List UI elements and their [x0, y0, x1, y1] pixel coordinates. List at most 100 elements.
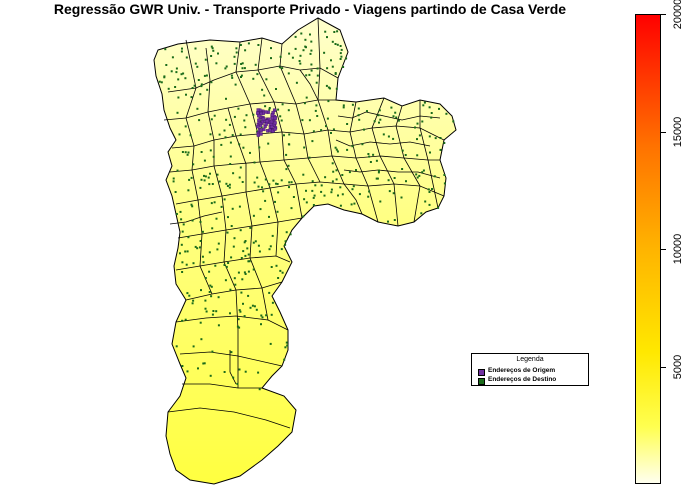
destination-point	[285, 341, 288, 344]
destination-point	[414, 126, 416, 129]
destination-point	[305, 96, 308, 99]
destination-point	[176, 111, 179, 114]
destination-point	[275, 182, 277, 185]
destination-point	[428, 135, 431, 138]
destination-point	[445, 112, 448, 115]
destination-point	[231, 134, 234, 137]
destination-point	[237, 271, 240, 274]
legend-label-destination: Endereços de Destino	[488, 376, 557, 383]
destination-point	[300, 32, 303, 35]
destination-point	[418, 134, 421, 137]
destination-point	[182, 223, 185, 226]
destination-point	[192, 262, 195, 265]
origin-point	[265, 119, 269, 123]
destination-point	[180, 73, 183, 76]
destination-point	[299, 62, 302, 65]
destination-point	[179, 252, 181, 255]
destination-point	[175, 213, 178, 215]
destination-point	[205, 310, 208, 313]
destination-point	[220, 143, 223, 146]
destination-point	[312, 196, 315, 199]
destination-point	[238, 309, 241, 312]
destination-point	[171, 56, 174, 59]
destination-point	[213, 114, 216, 117]
destination-point	[186, 370, 189, 373]
destination-point	[247, 294, 250, 297]
destination-point	[331, 40, 334, 43]
destination-point	[268, 107, 271, 109]
destination-point	[387, 179, 390, 182]
destination-point	[184, 318, 187, 321]
destination-point	[199, 246, 201, 249]
origin-point	[256, 125, 260, 129]
destination-point	[372, 153, 375, 156]
destination-point	[197, 79, 200, 81]
destination-point	[241, 62, 244, 65]
destination-point	[236, 382, 239, 385]
destination-point	[232, 376, 235, 379]
destination-point	[160, 81, 163, 84]
destination-point	[174, 86, 177, 88]
destination-point	[279, 115, 282, 118]
destination-point	[285, 153, 288, 156]
destination-point	[241, 278, 244, 281]
destination-point	[430, 112, 433, 114]
destination-point	[301, 119, 304, 122]
colorbar-tick	[661, 366, 666, 368]
destination-point	[185, 56, 188, 59]
destination-point	[373, 120, 376, 123]
origin-point	[268, 128, 272, 132]
origin-point	[256, 108, 260, 112]
destination-point	[174, 191, 177, 193]
destination-point	[185, 93, 187, 96]
destination-point	[225, 265, 228, 268]
destination-point	[305, 189, 307, 192]
destination-point	[387, 220, 389, 223]
chart-title: Regressão GWR Univ. - Transporte Privado…	[53, 1, 567, 17]
destination-point	[175, 345, 178, 348]
destination-point	[335, 87, 338, 90]
destination-point	[258, 250, 261, 253]
destination-point	[424, 200, 427, 203]
destination-point	[340, 48, 343, 51]
destination-point	[238, 176, 241, 179]
destination-point	[339, 58, 342, 60]
destination-point	[245, 114, 248, 117]
destination-point	[247, 260, 250, 263]
destination-point	[308, 156, 311, 159]
destination-point	[243, 119, 246, 122]
origin-point	[271, 129, 275, 133]
destination-point	[191, 87, 194, 89]
destination-point	[310, 49, 313, 52]
destination-point	[190, 176, 193, 179]
destination-point	[210, 295, 213, 298]
destination-point	[252, 214, 255, 217]
destination-point	[200, 338, 203, 341]
destination-point	[286, 344, 289, 347]
destination-point	[308, 119, 311, 122]
destination-point	[239, 229, 242, 232]
destination-point	[357, 107, 360, 110]
destination-point	[284, 346, 287, 349]
destination-point	[210, 55, 213, 57]
destination-point	[242, 302, 244, 305]
destination-point	[199, 321, 202, 324]
destination-point	[335, 169, 338, 172]
destination-point	[290, 181, 293, 184]
destination-point	[220, 205, 223, 208]
destination-point	[244, 126, 247, 129]
destination-point	[439, 137, 442, 139]
destination-point	[252, 241, 255, 244]
destination-point	[233, 237, 236, 240]
destination-point	[253, 181, 256, 184]
destination-point	[382, 133, 385, 136]
destination-point	[324, 176, 327, 179]
origin-point	[259, 111, 263, 116]
destination-point	[217, 296, 220, 299]
destination-point	[393, 177, 396, 179]
destination-point	[310, 69, 313, 72]
destination-point	[194, 245, 197, 248]
destination-point	[210, 45, 213, 48]
destination-point	[216, 173, 219, 176]
destination-point	[185, 263, 188, 266]
